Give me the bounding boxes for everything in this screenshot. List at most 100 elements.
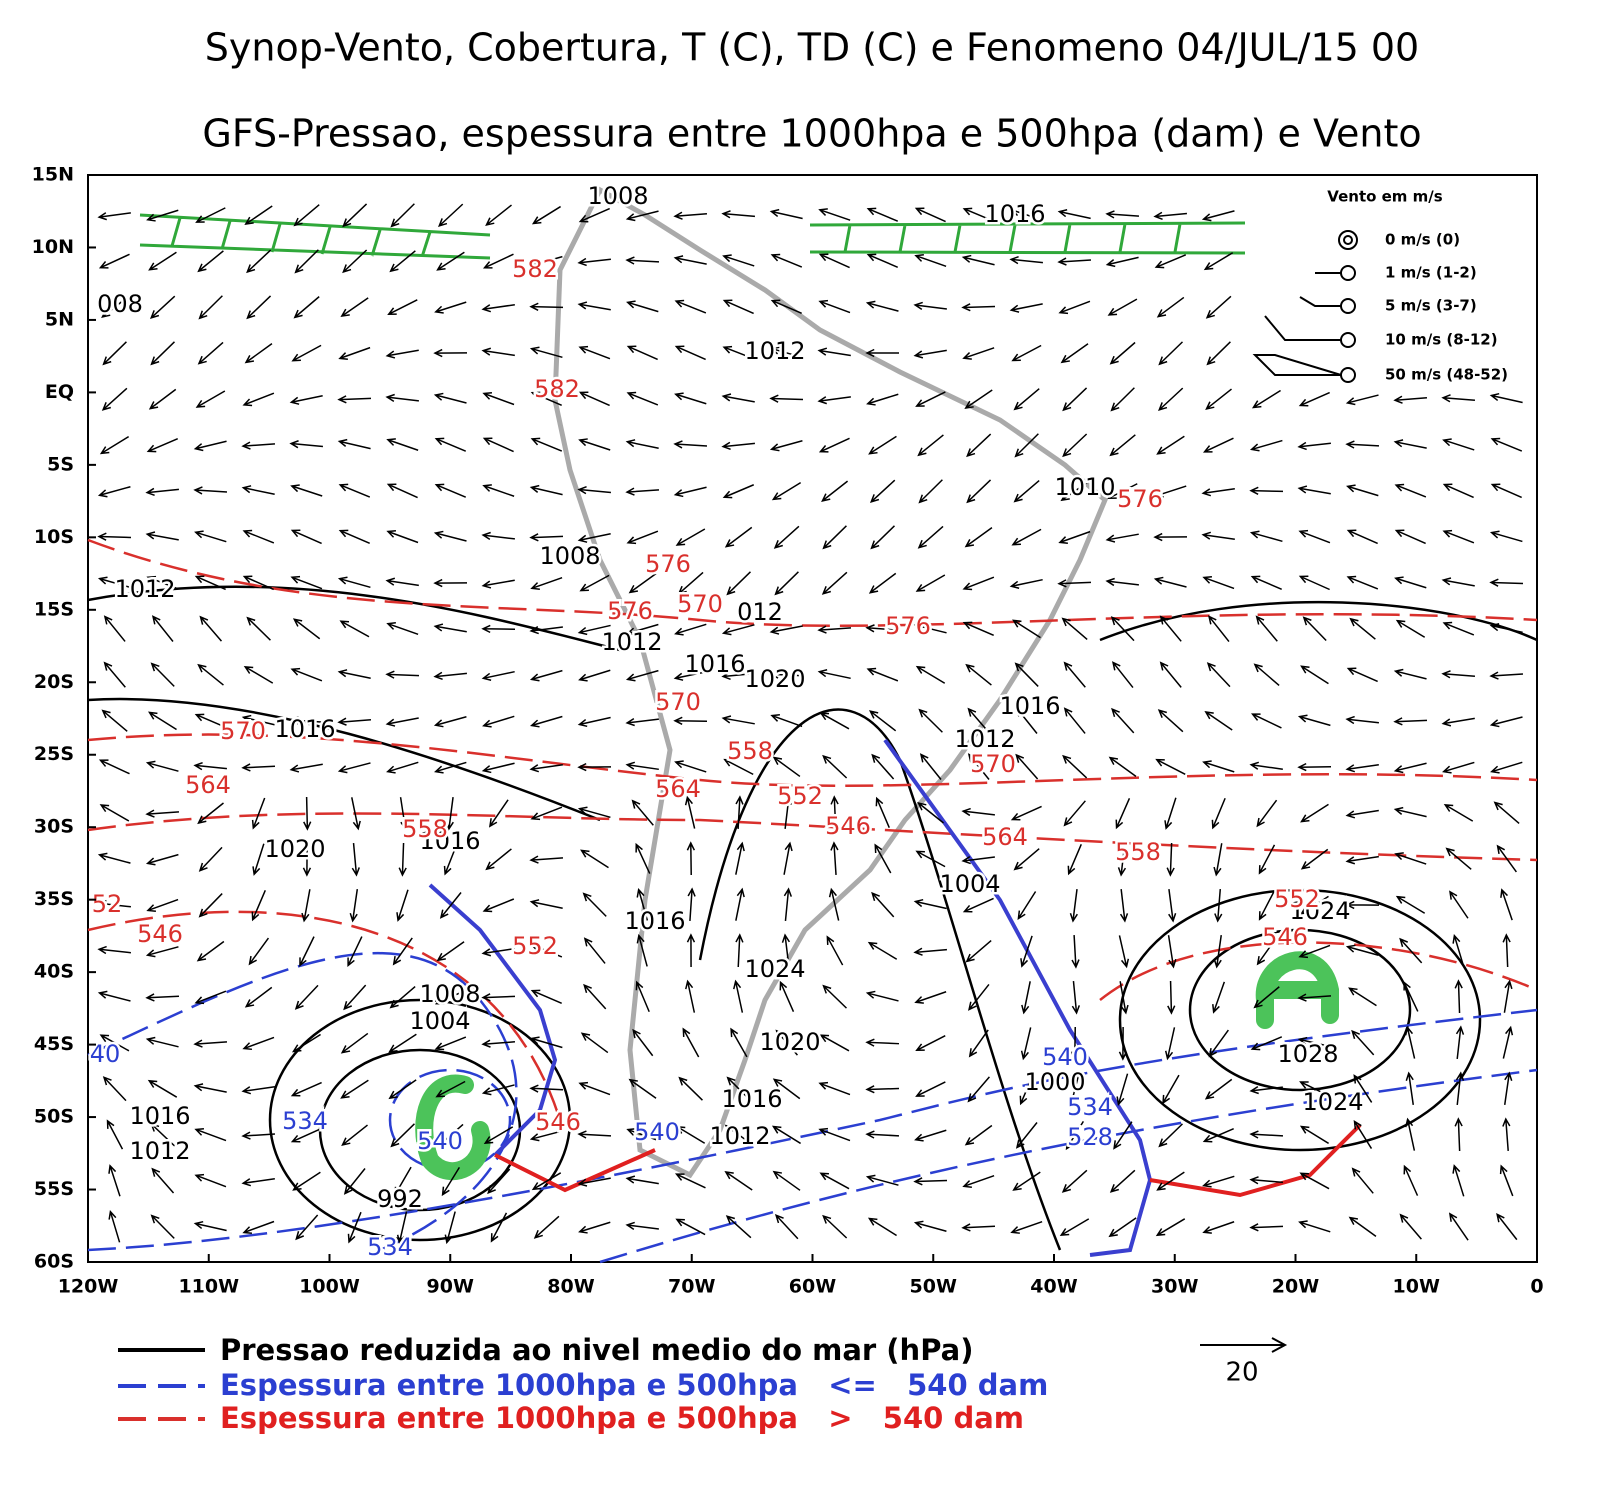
wind-vector xyxy=(1166,842,1175,877)
wind-vector xyxy=(342,203,368,228)
wind-vector xyxy=(636,887,649,921)
wind-vector xyxy=(337,395,372,404)
wind-vector xyxy=(673,716,708,725)
fronts xyxy=(428,738,1362,1257)
wind-vector xyxy=(293,296,320,319)
wind-vector xyxy=(1405,1117,1416,1151)
wind-vector xyxy=(1010,805,1042,821)
wind-vector xyxy=(337,576,371,589)
wind-vector xyxy=(1489,392,1523,404)
wind-vector xyxy=(303,796,312,831)
wind-vector xyxy=(1489,623,1523,634)
wind-vector xyxy=(721,393,755,403)
wind-vector xyxy=(193,1083,227,1093)
wind-vector xyxy=(529,1130,563,1142)
wind-vector xyxy=(772,1170,801,1191)
contour-label: 992 xyxy=(377,1185,423,1213)
contour-label: 1012 xyxy=(129,1137,190,1165)
wind-vector xyxy=(482,484,515,497)
wind-vector xyxy=(1503,979,1513,1013)
wind-vector xyxy=(398,842,407,877)
wind-vector xyxy=(148,711,177,731)
wind-vector xyxy=(1255,615,1278,642)
wind-vector xyxy=(1297,441,1331,451)
wind-vector xyxy=(673,671,707,681)
wind-vector xyxy=(673,211,708,220)
wind-vector xyxy=(914,207,946,223)
wind-vector xyxy=(1168,889,1177,923)
wind-vector xyxy=(1058,530,1091,544)
wind-vector xyxy=(1346,484,1379,497)
lat-label: EQ xyxy=(45,381,74,403)
wind-vector xyxy=(195,207,226,223)
wind-vector xyxy=(481,993,516,1002)
wind-vector xyxy=(531,1172,562,1191)
wind-vector xyxy=(1159,615,1182,642)
wind-vector xyxy=(1394,529,1426,545)
lon-label: 50W xyxy=(910,1276,957,1298)
wind-vector xyxy=(445,797,454,831)
wind-vector xyxy=(1009,255,1043,265)
wind-vector xyxy=(678,1076,703,1101)
wind-vector xyxy=(580,849,609,869)
wind-vector xyxy=(1298,391,1330,407)
wind-vector xyxy=(1297,485,1331,495)
wind-vector xyxy=(722,345,755,360)
wind-vector xyxy=(241,1178,275,1187)
wind-vector xyxy=(482,898,515,913)
wind-vector xyxy=(769,208,803,220)
wind-vector xyxy=(626,300,659,313)
wind-vector xyxy=(244,205,273,225)
wind-vector xyxy=(1013,848,1040,871)
wind-vector xyxy=(1105,210,1140,219)
wind-vector xyxy=(145,853,179,866)
contour-label: 1020 xyxy=(744,665,805,693)
wind-vector xyxy=(241,485,275,495)
wind-vector xyxy=(1346,529,1378,545)
wind-vector xyxy=(1393,717,1428,726)
wind-vector xyxy=(530,989,562,1005)
wind-vector xyxy=(779,980,795,1012)
wind-vector xyxy=(385,349,419,359)
wind-vector xyxy=(965,663,992,686)
wind-vector xyxy=(244,343,273,364)
wind-vector xyxy=(628,573,657,594)
wind-vector xyxy=(482,253,514,269)
wind-vector xyxy=(1021,981,1031,1015)
wind-vector xyxy=(1448,1212,1469,1241)
contour-label: 1024 xyxy=(744,955,805,983)
wind-vector xyxy=(967,1076,990,1103)
wind-vector xyxy=(967,707,991,734)
lon-label: 10W xyxy=(1393,1276,1440,1298)
wind-vector xyxy=(625,669,659,682)
wind-vector xyxy=(915,1035,946,1052)
wind-vector xyxy=(830,795,839,830)
wind-vector xyxy=(1202,437,1234,453)
wind-vector xyxy=(1250,575,1282,591)
wind-vector xyxy=(583,983,607,1010)
contour-label: 1024 xyxy=(1302,1088,1363,1116)
contour-label: 1012 xyxy=(114,575,175,603)
wind-vector xyxy=(194,530,227,543)
isobar xyxy=(1188,928,1412,1092)
wind-vector xyxy=(818,1127,851,1142)
jet-barb xyxy=(139,213,491,260)
wind-vector xyxy=(1159,661,1182,688)
pressure-centers xyxy=(415,951,1339,1181)
contour-label: 012 xyxy=(737,598,783,626)
wind-vector xyxy=(1201,487,1235,497)
wind-vector xyxy=(1441,717,1475,727)
wind-vector xyxy=(530,943,563,958)
wind-vector xyxy=(1012,619,1041,639)
lon-label: 30W xyxy=(1151,1276,1198,1298)
wind-vector xyxy=(1300,895,1329,915)
wind-vector xyxy=(730,1027,748,1058)
wind-vector xyxy=(483,1126,514,1145)
wind-vector xyxy=(530,806,563,821)
vector-scale-label: 20 xyxy=(1225,1358,1258,1388)
wind-vector xyxy=(1068,1073,1080,1107)
wind-vector xyxy=(289,716,324,725)
wind-vector xyxy=(1020,935,1033,968)
wind-vector xyxy=(1059,1218,1090,1237)
wind-vector xyxy=(99,436,130,455)
